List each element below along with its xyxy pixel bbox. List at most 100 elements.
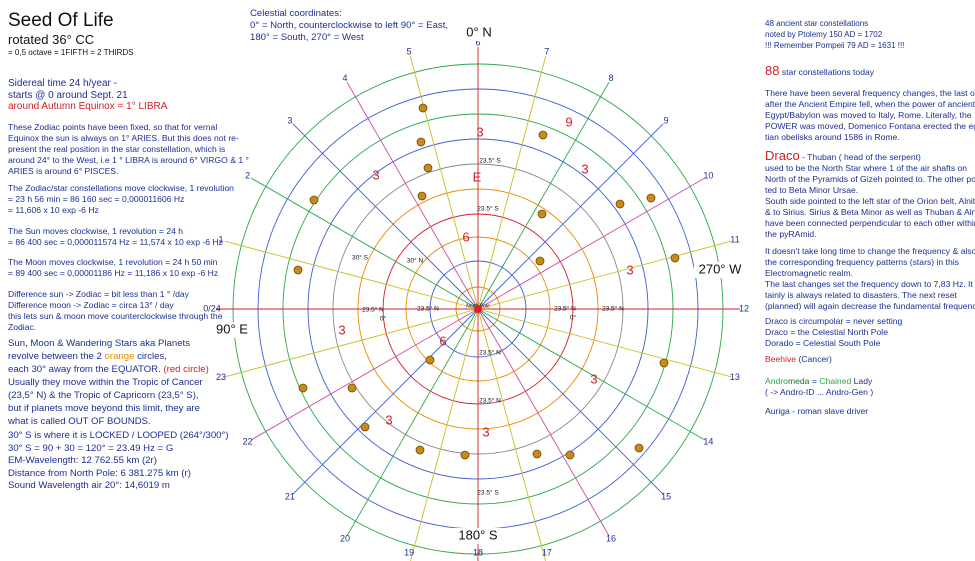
text-line: There have been several frequency change… xyxy=(765,88,975,99)
text: but if planets move beyond this limit, t… xyxy=(8,403,200,414)
text-line: Zodiac. xyxy=(8,322,222,333)
text: = 23 h 56 min = 86 160 sec = 0,000011606… xyxy=(8,194,185,204)
planet xyxy=(418,103,428,113)
hour-label: 7 xyxy=(544,46,549,56)
text: star constellations today xyxy=(779,67,875,77)
text-line: Seed Of Life xyxy=(8,10,133,32)
text-line: present the real position in the star co… xyxy=(8,144,249,155)
radial-line xyxy=(477,177,706,310)
planet xyxy=(298,383,308,393)
hour-label: 2 xyxy=(245,170,250,180)
inner-label: 30° N xyxy=(407,257,424,265)
text: Beehive xyxy=(765,354,797,364)
text: the corresponding frequency patterns (st… xyxy=(765,257,959,267)
cardinal-label: 0° N xyxy=(466,24,491,39)
text-line: what is called OUT OF BOUNDS. xyxy=(8,415,209,428)
text-line: Sound Wavelength air 20°: 14,6019 m xyxy=(8,480,229,493)
text: this lets sun & moon move counterclockwi… xyxy=(8,311,223,321)
text-line: used to be the North Star where 1 of the… xyxy=(765,163,975,174)
text-line: & to Sirius. Sirius & Beta Minor as well… xyxy=(765,207,975,218)
text-line: 180° = South, 270° = West xyxy=(250,32,448,44)
text-line: Usually they move within the Tropic of C… xyxy=(8,376,209,389)
text: 30° S = 90 + 30 = 120° = 23.49 Hz = G xyxy=(8,442,174,454)
text-line: Dorado = Celestial South Pole xyxy=(765,338,902,349)
hour-label: 11 xyxy=(730,235,739,245)
marker-label: 6 xyxy=(439,333,446,348)
marker-label: 6 xyxy=(462,229,469,244)
text: present the real position in the star co… xyxy=(8,144,226,154)
planet xyxy=(293,265,303,275)
text-line: = 89 400 sec = 0,00001186 Hz = 11,186 x … xyxy=(8,268,218,279)
text-line: ARIES is around 6° PISCES. xyxy=(8,166,249,177)
hour-label: 13 xyxy=(730,372,740,382)
radial-line xyxy=(477,308,706,441)
hour-label: 21 xyxy=(285,491,295,501)
text-line: tainly is always related to disasters. T… xyxy=(765,290,975,301)
planet xyxy=(537,209,547,219)
planet xyxy=(425,355,435,365)
hour-label: 20 xyxy=(340,534,350,544)
text-line: Electromagnetic realm. xyxy=(765,268,975,279)
planet xyxy=(615,199,625,209)
hour-label: 18 xyxy=(473,547,483,557)
radial-line xyxy=(477,81,610,310)
radial-line xyxy=(250,308,479,441)
inner-label: 0° xyxy=(380,315,387,323)
text-line: (planned) will again decrease the fundam… xyxy=(765,301,975,312)
text-line: each 30° away from the EQUATOR. (red cir… xyxy=(8,363,209,376)
text-line: have been connected perpendicular to eac… xyxy=(765,218,975,229)
right-block: Andromeda = Chained Lady( -> Andro-ID ..… xyxy=(765,376,873,398)
planet xyxy=(535,256,545,266)
hour-label: 16 xyxy=(606,534,616,544)
text-line: the corresponding frequency patterns (st… xyxy=(765,257,975,268)
left-block: The Moon moves clockwise, 1 revolution =… xyxy=(8,257,218,279)
label-bg xyxy=(452,528,504,544)
marker-label: 3 xyxy=(372,167,379,182)
text: The last changes set the frequency down … xyxy=(765,279,975,289)
text: It doesn't take long time to change the … xyxy=(765,246,975,256)
left-block: These Zodiac points have been fixed, so … xyxy=(8,122,249,177)
text: ( -> Andro-ID ... Andro-Gen ) xyxy=(765,387,874,397)
text-line: but if planets move beyond this limit, t… xyxy=(8,402,209,415)
planet xyxy=(659,358,669,368)
text-line: starts @ 0 around Sept. 21 xyxy=(8,90,167,102)
text-line: Equinox the sun is always on 1° ARIES. B… xyxy=(8,133,249,144)
text-line: = 23 h 56 min = 86 160 sec = 0,000011606… xyxy=(8,194,234,205)
right-block: It doesn't take long time to change the … xyxy=(765,246,975,312)
planet xyxy=(416,137,426,147)
radial-line xyxy=(346,308,479,537)
text: starts @ 0 around Sept. 21 xyxy=(8,89,128,101)
planet xyxy=(415,445,425,455)
hour-label: 6 xyxy=(475,37,480,47)
text: after the Ancient Empire fell, when the … xyxy=(765,99,975,109)
right-block: Auriga - roman slave driver xyxy=(765,406,868,417)
hour-label: 23 xyxy=(216,372,226,382)
text-line: rotated 36° CC xyxy=(8,32,133,47)
text: Equinox the sun is always on 1° ARIES. B… xyxy=(8,133,239,143)
north-pole xyxy=(474,305,482,313)
radial-line xyxy=(477,240,732,310)
text: Egypt/Babylon was moved to Italy, Rome. … xyxy=(765,110,972,120)
text-line: around 24° to the West, i.e 1 ° LIBRA is… xyxy=(8,155,249,166)
text: Auriga - roman slave driver xyxy=(765,406,869,416)
text: - Thuban ( head of the serpent) xyxy=(799,152,921,162)
inner-label: 30° S xyxy=(352,254,369,262)
text: Draco xyxy=(765,148,800,163)
inner-label: 23.5° N xyxy=(479,397,501,405)
text-line: 30° S is where it is LOCKED / LOOPED (26… xyxy=(8,430,229,443)
text-line: ( -> Andro-ID ... Andro-Gen ) xyxy=(765,387,873,398)
inner-label: 23.5° S xyxy=(477,489,499,497)
text-line: Difference sun -> Zodiac = bit less than… xyxy=(8,289,222,300)
text: EM-Wavelength: 12 762.55 km (2r) xyxy=(8,455,157,466)
inner-label: 23.5° N xyxy=(602,305,624,313)
text-line: 48 ancient star constellations xyxy=(765,18,904,29)
text-line: around Autumn Equinox = 1° LIBRA xyxy=(8,101,167,113)
text-line: South side pointed to the left star of t… xyxy=(765,196,975,207)
text: (Cancer) xyxy=(796,354,832,364)
radial-line xyxy=(224,240,479,310)
text-line: = 86 400 sec = 0,000011574 Hz = 11,574 x… xyxy=(8,237,223,248)
text: There have been several frequency change… xyxy=(765,88,975,98)
hour-label: 10 xyxy=(703,170,713,180)
